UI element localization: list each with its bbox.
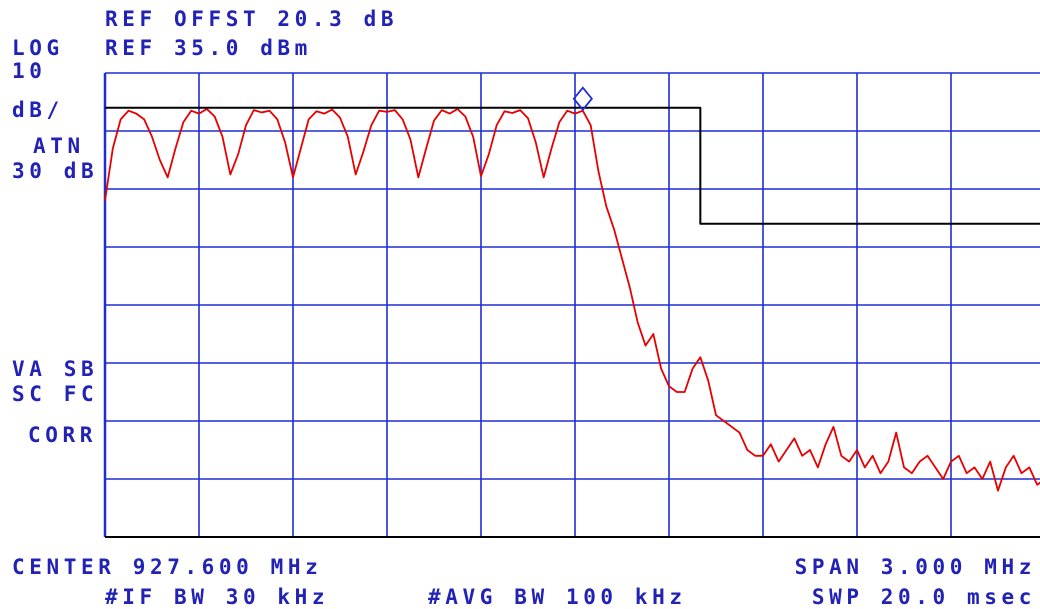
- traces: [104, 86, 1040, 492]
- scale-mode: LOG: [12, 36, 64, 60]
- trace: [104, 108, 1040, 492]
- attenuation-value: 30 dB: [12, 159, 98, 183]
- avg-bandwidth: #AVG BW 100 kHz: [428, 585, 687, 609]
- center-frequency: CENTER 927.600 MHz: [12, 555, 322, 579]
- limit-line: [105, 106, 1040, 225]
- span: SPAN 3.000 MHz: [795, 555, 1036, 579]
- marker: [572, 86, 593, 112]
- attenuation-label: ATN: [33, 134, 85, 158]
- ref-level: REF 35.0 dBm: [105, 36, 312, 60]
- scale-unit: dB/: [12, 98, 64, 122]
- status-va-sb: VA SB: [12, 357, 98, 381]
- status-sc-fc: SC FC: [12, 382, 98, 406]
- ref-offset: REF OFFST 20.3 dB: [105, 7, 398, 31]
- scale-value: 10: [12, 59, 47, 83]
- sweep-time: SWP 20.0 msec: [812, 585, 1036, 609]
- if-bandwidth: #IF BW 30 kHz: [105, 585, 329, 609]
- status-corr: CORR: [28, 423, 97, 447]
